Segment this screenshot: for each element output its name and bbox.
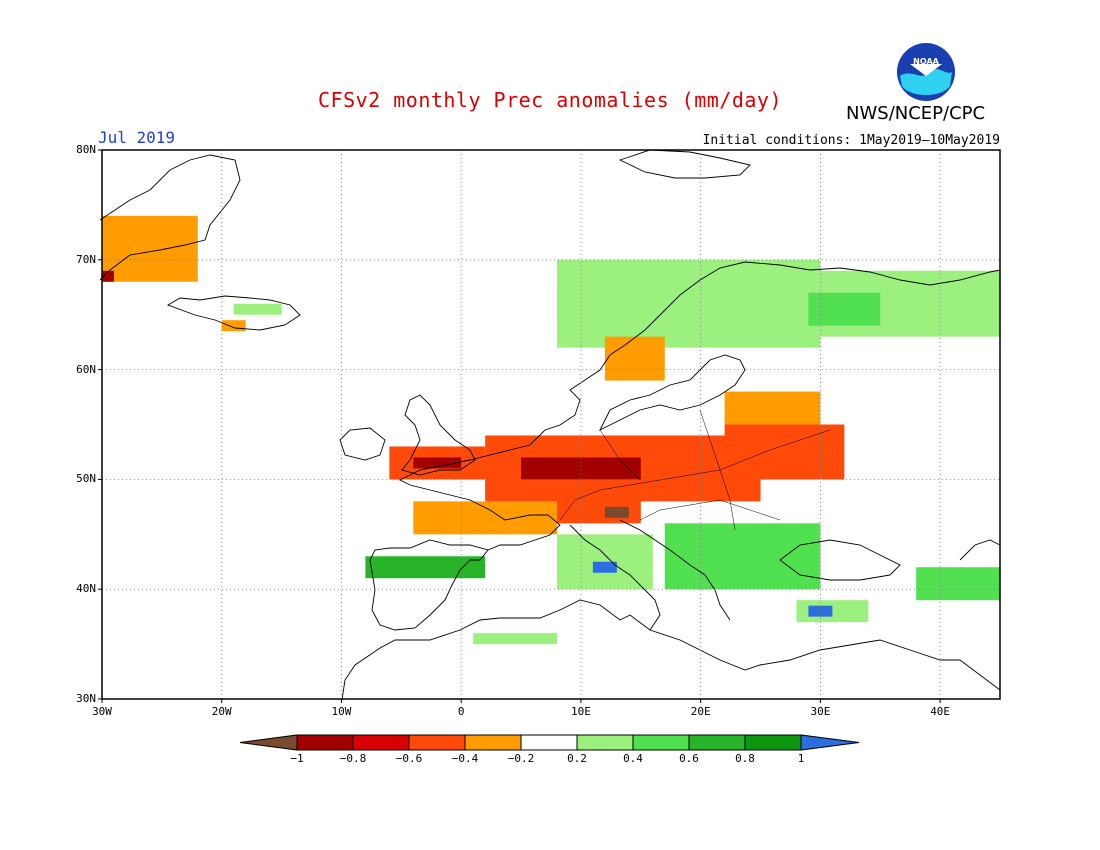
coastline-uk <box>339 394 476 476</box>
lon-tick-label: 30E <box>810 705 831 718</box>
colorbar-label: 1 <box>797 752 805 765</box>
anomaly-region-8 <box>724 391 821 425</box>
anomaly-region-1 <box>102 270 114 282</box>
anomaly-region-20 <box>592 561 617 573</box>
colorbar-swatch-1 <box>296 734 354 751</box>
coastline-baltic <box>598 354 746 432</box>
lat-tick-label: 70N <box>76 252 96 266</box>
map-title: CFSv2 monthly Prec anomalies (mm/day) <box>317 88 783 112</box>
lat-tick-label: 60N <box>76 362 96 376</box>
colorbar-label: −0.6 <box>395 752 423 765</box>
anomaly-region-0 <box>102 215 198 282</box>
anomaly-region-13 <box>724 424 845 480</box>
colorbar-swatch-5 <box>520 734 578 751</box>
month-label: Jul 2019 <box>98 128 176 147</box>
coastline-greenland <box>99 154 241 281</box>
colorbar-swatch-8 <box>688 734 746 751</box>
anomaly-region-23 <box>916 567 1000 601</box>
anomaly-region-3 <box>221 320 246 332</box>
lon-tick-label: 10W <box>331 705 352 718</box>
lon-tick-label: 30W <box>92 705 112 718</box>
lon-tick-label: 10E <box>570 705 591 718</box>
tick-marks-layer <box>98 149 941 703</box>
lon-tick-label: 0 <box>457 705 465 718</box>
colorbar-label: 0.6 <box>679 752 699 765</box>
colorbar <box>239 734 860 751</box>
lat-tick-label: 40N <box>76 582 96 596</box>
initial-conditions-label: Initial conditions: 1May2019–10May2019 <box>702 133 1000 148</box>
colorbar-label: −0.4 <box>451 752 479 765</box>
coastline-svalbard <box>618 149 751 179</box>
lat-tick-label: 80N <box>76 143 96 156</box>
anomaly-region-16 <box>413 501 557 535</box>
colorbar-label: −1 <box>290 752 304 765</box>
anomaly-fill-layer <box>102 215 1000 645</box>
anomaly-region-17 <box>664 523 821 590</box>
anomaly-region-18 <box>365 556 486 579</box>
colorbar-label: 0.4 <box>623 752 643 765</box>
colorbar-swatch-2 <box>352 734 410 751</box>
logo-text: NOAA <box>913 57 939 66</box>
colorbar-swatch-6 <box>576 734 634 751</box>
graticule-layer <box>102 150 1000 699</box>
anomaly-region-6 <box>808 292 881 326</box>
colorbar-swatch-4 <box>464 734 522 751</box>
coastline-france-britain <box>398 261 1001 551</box>
colorbar-high-arrow <box>800 734 860 751</box>
coastline-europe <box>341 599 1001 701</box>
lat-tick-label: 50N <box>76 472 96 486</box>
colorbar-low-arrow <box>239 734 298 751</box>
lat-tick-label: 30N <box>76 692 96 705</box>
coastline-layer <box>99 149 1001 701</box>
colorbar-label: −0.2 <box>507 752 535 765</box>
map-frame <box>101 149 1001 700</box>
noaa-logo-icon: NOAA <box>897 43 955 101</box>
colorbar-label: 0.2 <box>567 752 587 765</box>
anomaly-region-22 <box>808 605 833 617</box>
colorbar-label: −0.8 <box>339 752 367 765</box>
lon-tick-label: 20E <box>690 705 711 718</box>
lon-tick-label: 20W <box>211 705 232 718</box>
anomaly-region-15 <box>604 506 629 518</box>
colorbar-swatch-9 <box>744 734 802 751</box>
border-layer <box>559 409 831 531</box>
anomaly-region-10 <box>413 457 462 469</box>
coastline-iberia <box>369 539 489 631</box>
coastline-caspian <box>959 539 1001 561</box>
anomaly-region-24 <box>473 633 557 645</box>
colorbar-swatch-3 <box>408 734 466 751</box>
colorbar-label: 0.8 <box>735 752 755 765</box>
anomaly-region-7 <box>604 336 665 381</box>
anomaly-region-2 <box>233 303 282 315</box>
colorbar-swatch-7 <box>632 734 690 751</box>
coastline-iceland <box>166 295 301 331</box>
agency-label: NWS/NCEP/CPC <box>846 103 986 124</box>
anomaly-region-12 <box>521 457 641 480</box>
coastline-italy <box>569 519 731 631</box>
lon-tick-label: 40E <box>930 705 951 718</box>
